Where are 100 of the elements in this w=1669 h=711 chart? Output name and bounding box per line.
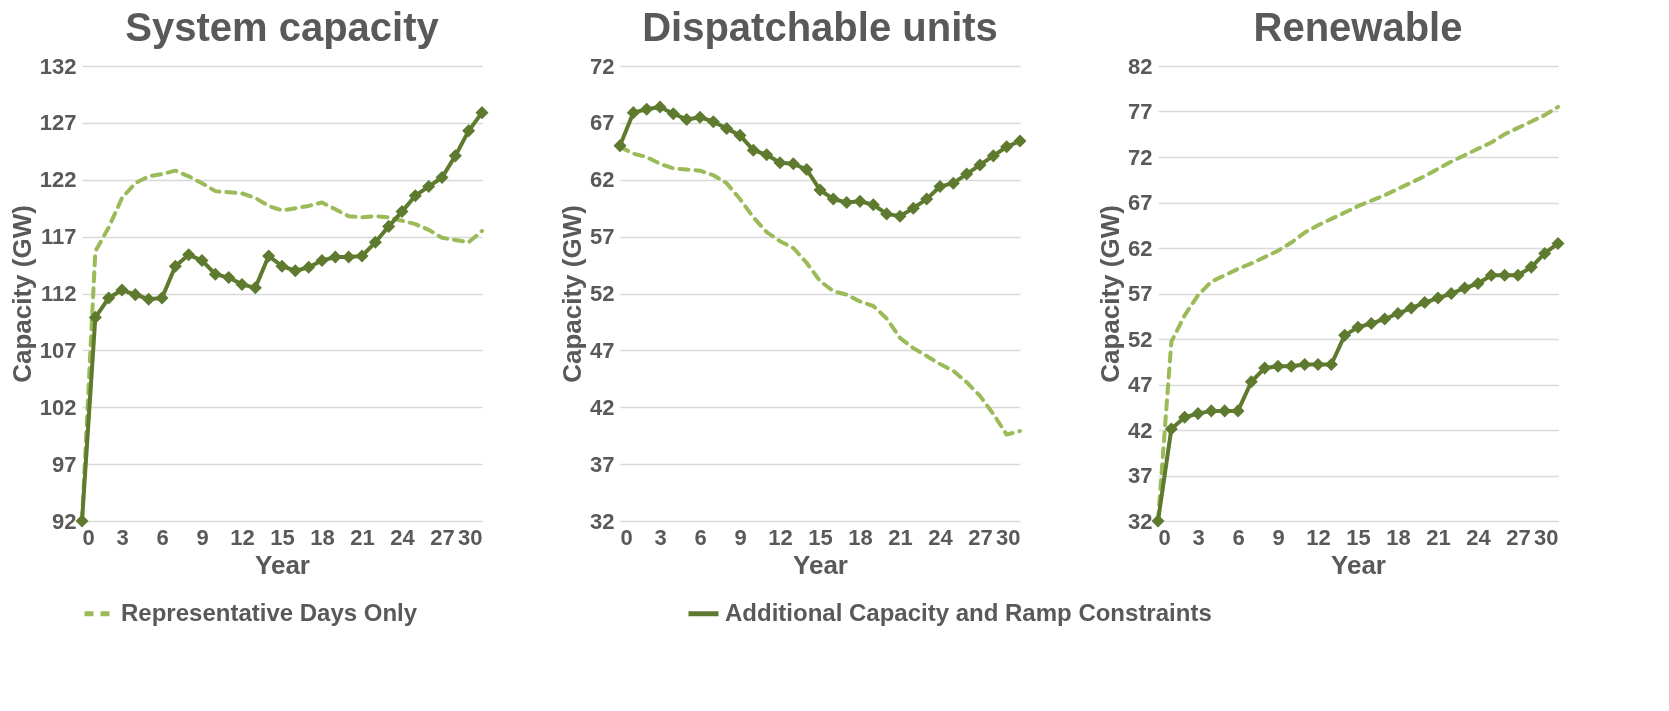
y-tick-label: 62 <box>1128 235 1153 261</box>
x-tick-label: 6 <box>156 524 169 550</box>
x-tick-label: 24 <box>390 524 416 550</box>
point <box>75 514 89 528</box>
point <box>195 253 209 268</box>
y-tick-label: 37 <box>590 451 615 477</box>
x-tick-label: 15 <box>808 524 833 550</box>
point <box>448 149 462 163</box>
point <box>906 201 920 215</box>
x-tick-label: 3 <box>116 524 129 550</box>
point <box>315 253 329 268</box>
y-tick-label: 32 <box>1128 508 1153 534</box>
point <box>1284 359 1298 373</box>
y-tick-label: 127 <box>39 110 77 136</box>
point <box>746 143 760 157</box>
point <box>1524 260 1538 274</box>
x-tick-label: 18 <box>310 524 335 550</box>
point <box>986 149 1000 163</box>
point <box>1013 134 1027 148</box>
y-axis-title: Capacity (GW) <box>6 205 37 383</box>
point <box>435 170 449 184</box>
point <box>422 180 436 194</box>
point <box>302 260 316 274</box>
point <box>1338 328 1352 342</box>
point <box>1231 404 1245 418</box>
point <box>1404 301 1418 315</box>
y-tick-label: 72 <box>590 53 615 79</box>
point <box>640 102 654 116</box>
point <box>893 209 907 223</box>
point <box>462 124 476 138</box>
x-tick-label: 30 <box>1534 524 1559 550</box>
y-tick-label: 107 <box>39 337 77 363</box>
y-tick-label: 62 <box>590 167 615 193</box>
point <box>1218 404 1232 418</box>
point <box>368 235 382 249</box>
point <box>1471 276 1485 291</box>
y-tick-label: 57 <box>1128 281 1153 306</box>
x-tick-label: 27 <box>1506 524 1531 550</box>
point <box>102 291 116 305</box>
point <box>475 106 489 120</box>
point <box>1551 236 1565 250</box>
y-tick-label: 67 <box>1128 190 1153 215</box>
point <box>142 292 156 306</box>
point <box>342 250 356 264</box>
point <box>115 283 129 297</box>
point <box>786 157 800 171</box>
point <box>813 183 827 197</box>
point <box>1191 407 1205 421</box>
point <box>1484 268 1498 282</box>
point <box>1151 514 1165 528</box>
point <box>933 180 947 194</box>
point <box>395 205 409 219</box>
point <box>208 267 222 281</box>
y-tick-label: 132 <box>39 53 77 79</box>
y-tick-label: 32 <box>590 508 615 534</box>
point <box>973 158 987 172</box>
y-tick-label: 37 <box>1128 463 1153 488</box>
x-axis-title: Year <box>255 549 310 580</box>
point <box>773 156 787 170</box>
y-tick-label: 72 <box>1128 144 1153 170</box>
x-tick-label: 9 <box>734 524 747 550</box>
x-tick-label: 0 <box>1158 524 1171 550</box>
y-tick-label: 82 <box>1128 53 1153 79</box>
point <box>1000 140 1014 154</box>
y-tick-label: 47 <box>1128 372 1153 397</box>
x-tick-label: 15 <box>1346 524 1371 550</box>
x-tick-label: 30 <box>996 524 1021 550</box>
x-tick-label: 9 <box>1272 524 1285 550</box>
x-tick-label: 3 <box>654 524 667 550</box>
point <box>1378 312 1392 326</box>
y-tick-label: 77 <box>1128 99 1153 124</box>
y-tick-label: 117 <box>41 224 77 250</box>
point <box>920 192 934 206</box>
point <box>706 115 720 129</box>
point <box>1324 357 1338 371</box>
point <box>328 250 342 264</box>
y-tick-label: 102 <box>39 394 77 420</box>
point <box>1298 357 1312 371</box>
point <box>666 107 680 121</box>
point <box>168 259 182 273</box>
point <box>235 277 249 291</box>
x-tick-label: 6 <box>694 524 707 550</box>
point <box>826 192 840 206</box>
y-tick-label: 92 <box>52 508 77 534</box>
y-tick-label: 47 <box>590 337 615 363</box>
point <box>222 271 236 285</box>
y-axis-title: Capacity (GW) <box>1095 205 1126 383</box>
point <box>88 310 102 324</box>
point <box>760 148 774 162</box>
y-tick-label: 97 <box>52 451 77 477</box>
point <box>733 128 747 142</box>
chart-title: Renewable <box>1253 5 1463 49</box>
y-tick-label: 112 <box>41 281 77 306</box>
point <box>128 288 142 302</box>
x-tick-label: 21 <box>1426 524 1451 550</box>
x-tick-label: 27 <box>430 524 455 550</box>
y-tick-label: 52 <box>590 281 615 306</box>
point <box>1244 375 1258 389</box>
point <box>880 207 894 221</box>
point <box>1418 296 1432 310</box>
